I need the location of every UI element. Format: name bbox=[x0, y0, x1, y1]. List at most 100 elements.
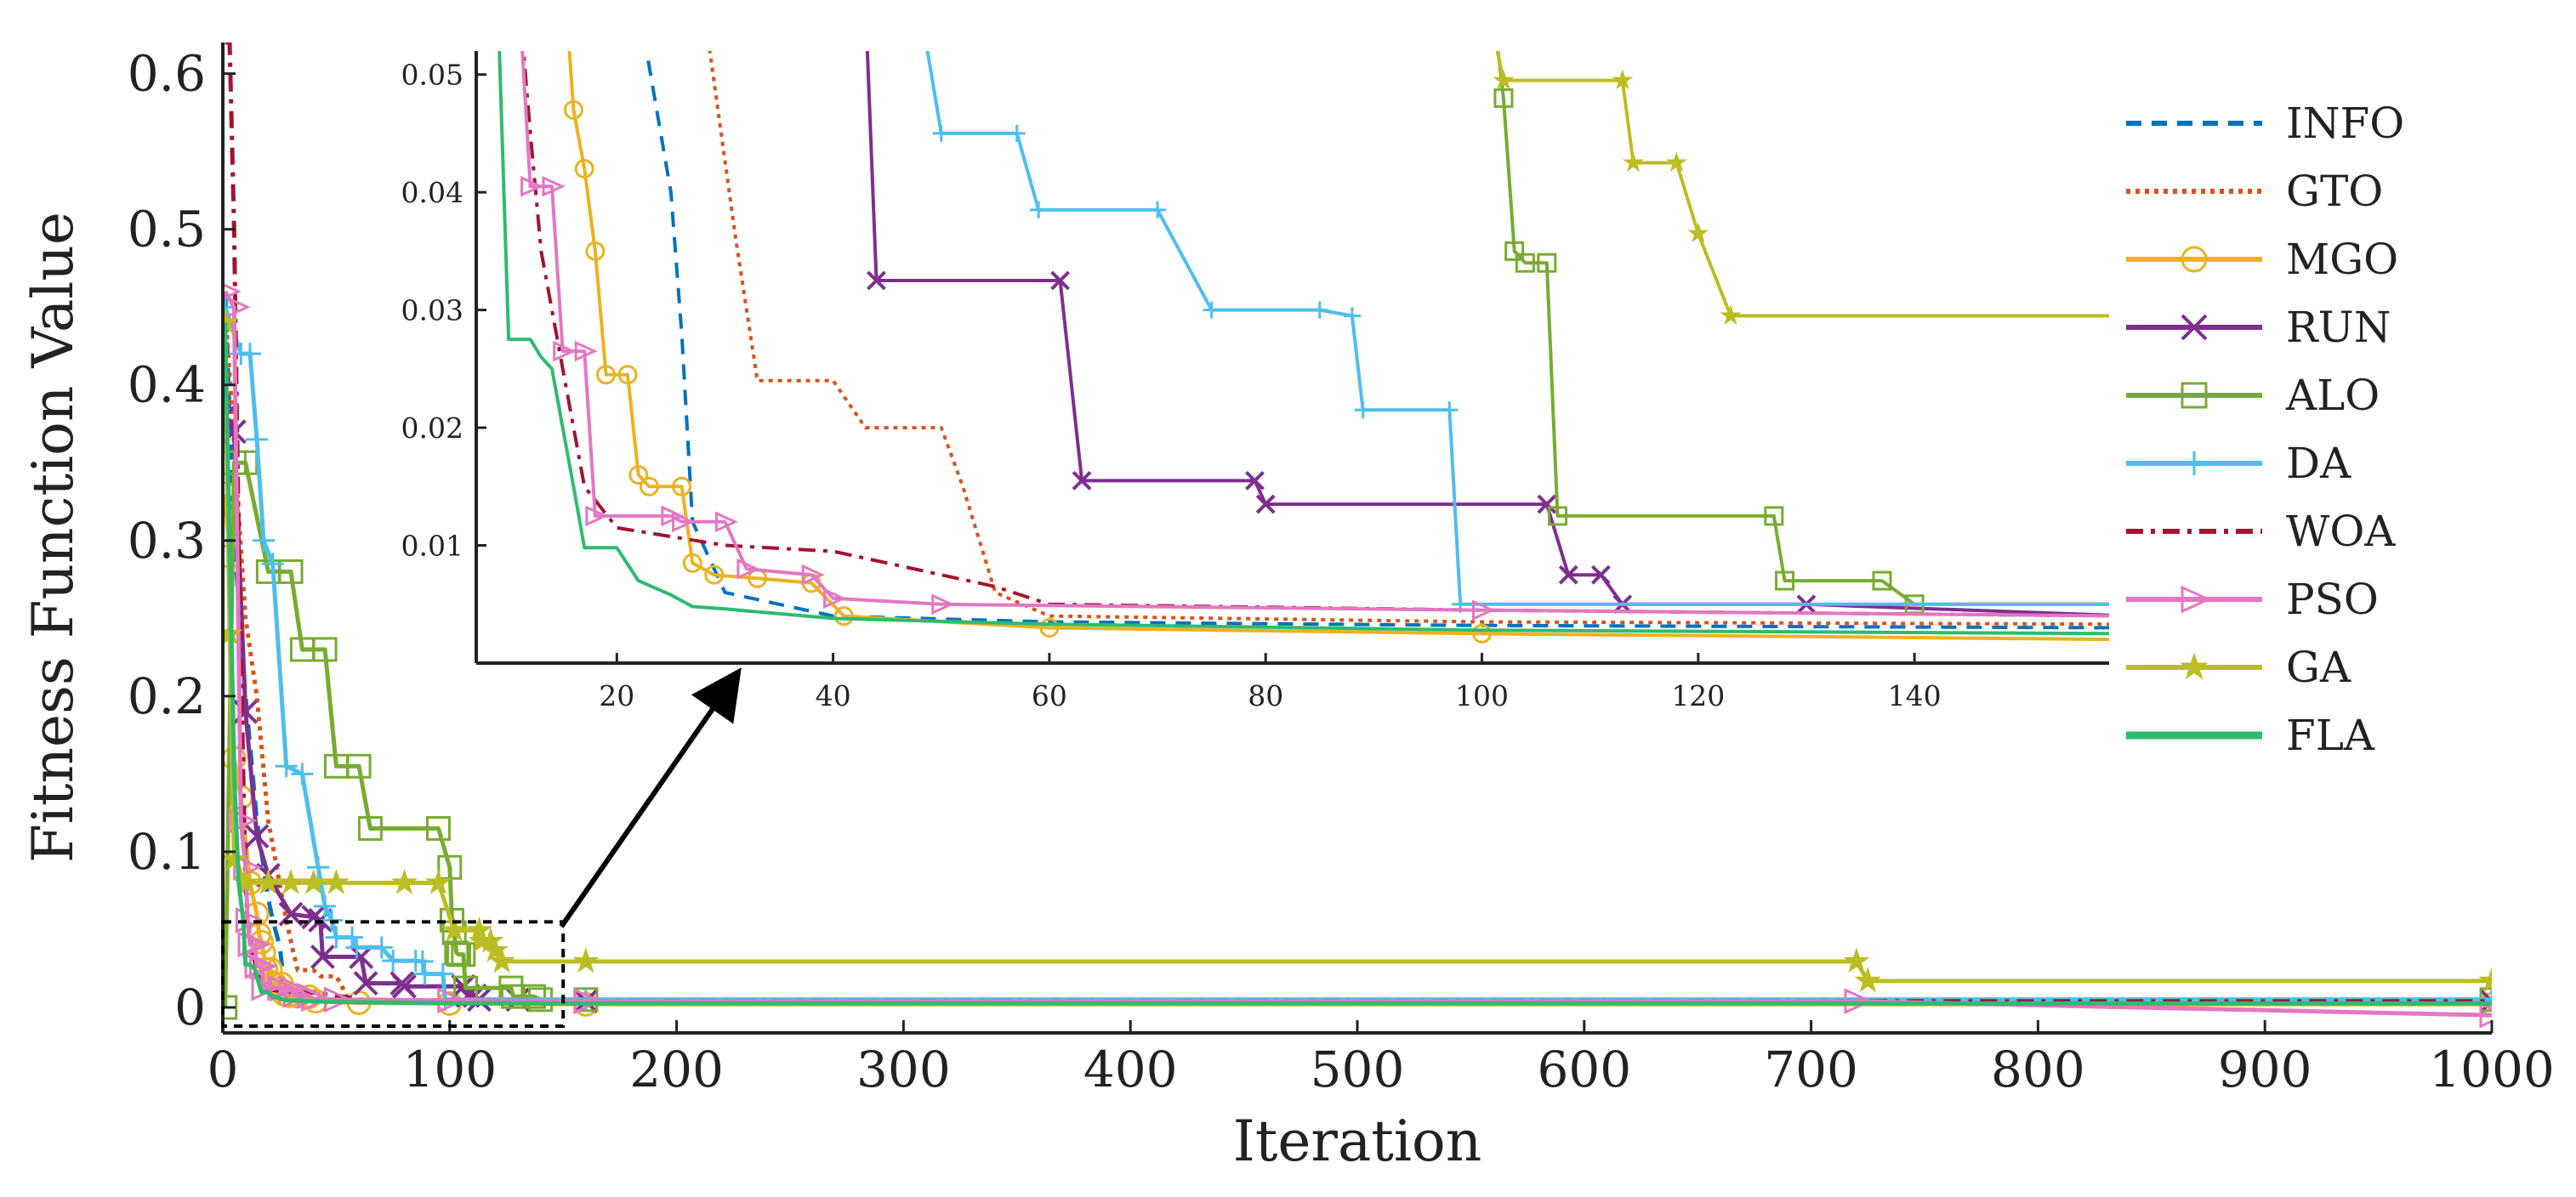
y-tick-label: 0.4 bbox=[128, 356, 206, 414]
inset-y-tick-label: 0.03 bbox=[401, 294, 463, 327]
main-marker-alo bbox=[521, 984, 547, 1009]
main-marker-ga bbox=[254, 869, 282, 894]
inset-marker-mgo bbox=[704, 564, 725, 585]
main-marker-pso bbox=[437, 987, 467, 1014]
inset-marker-mgo bbox=[596, 365, 617, 385]
inset-marker-run bbox=[1558, 564, 1578, 585]
inset-marker-da bbox=[911, 0, 928, 13]
inset-x-tick-label: 140 bbox=[1888, 679, 1942, 712]
inset-marker-pso bbox=[661, 505, 685, 527]
main-marker-da bbox=[275, 755, 298, 778]
inset-marker-pso bbox=[823, 587, 847, 610]
legend-marker bbox=[2182, 451, 2206, 475]
y-tick-label: 0.2 bbox=[128, 667, 206, 725]
inset-y-tick-label: 0.05 bbox=[401, 59, 463, 92]
main-marker-da bbox=[253, 529, 276, 552]
main-marker-ga bbox=[481, 936, 509, 962]
inset-marker-pso bbox=[672, 511, 696, 533]
inset-marker-mgo bbox=[639, 476, 659, 496]
inset-marker-pso bbox=[542, 175, 566, 197]
inset-plot: 20 40 60 80 100 120 140 0.01 0.02 0.03 0.04 0.05 bbox=[401, 0, 2109, 712]
inset-series-ga bbox=[1495, 51, 2109, 318]
main-marker-pso bbox=[1844, 988, 1874, 1015]
main-marker-ga bbox=[223, 845, 248, 871]
legend-label: GTO bbox=[2286, 167, 2383, 216]
inset-marker-mgo bbox=[1039, 617, 1060, 638]
x-tick-label: 400 bbox=[1083, 1041, 1178, 1098]
inset-marker-alo bbox=[1493, 88, 1514, 108]
inset-marker-da bbox=[1441, 401, 1459, 419]
main-marker-run bbox=[301, 905, 327, 930]
inset-marker-mgo bbox=[833, 606, 854, 627]
inset-marker-mgo bbox=[628, 464, 649, 485]
main-marker-ga bbox=[390, 869, 418, 894]
legend-label: GA bbox=[2286, 643, 2351, 692]
main-marker-da bbox=[345, 936, 368, 959]
inset-marker-pso bbox=[931, 593, 955, 616]
legend-entry-alo: ALO bbox=[2126, 371, 2380, 420]
legend-label: WOA bbox=[2286, 507, 2396, 556]
inset-series-gto bbox=[708, 51, 2109, 627]
legend-label: DA bbox=[2286, 439, 2351, 488]
legend-entry-mgo: MGO bbox=[2126, 235, 2398, 284]
main-marker-da bbox=[411, 950, 434, 973]
inset-marker-ga bbox=[1493, 69, 1515, 90]
inset-marker-pso bbox=[553, 340, 577, 362]
main-marker-alo bbox=[444, 940, 469, 966]
main-marker-ga bbox=[488, 947, 515, 973]
inset-marker-alo bbox=[1872, 570, 1892, 591]
main-marker-da bbox=[382, 950, 405, 973]
main-marker-run bbox=[244, 824, 270, 849]
inset-series-pso bbox=[520, 51, 2109, 618]
legend-entry-woa: WOA bbox=[2126, 507, 2396, 556]
inset-marker-mgo bbox=[585, 241, 606, 261]
legend-label: INFO bbox=[2286, 99, 2404, 148]
y-tick-label: 0.5 bbox=[128, 201, 206, 258]
inset-x-tick-label: 20 bbox=[599, 679, 634, 712]
inset-marker-da bbox=[1030, 201, 1048, 218]
legend-entry-da: DA bbox=[2126, 439, 2351, 488]
legend-label: MGO bbox=[2286, 235, 2398, 284]
y-tick-label: 0.6 bbox=[128, 45, 206, 103]
legend-entry-pso: PSO bbox=[2126, 575, 2379, 624]
inset-y-ticks: 0.01 0.02 0.03 0.04 0.05 bbox=[401, 59, 486, 563]
legend-label: FLA bbox=[2286, 711, 2375, 760]
inset-marker-da bbox=[1311, 301, 1328, 319]
inset-marker-pso bbox=[1472, 599, 1496, 621]
legend-entry-info: INFO bbox=[2126, 99, 2404, 148]
inset-marker-run bbox=[1245, 470, 1265, 491]
x-tick-label: 100 bbox=[402, 1041, 497, 1098]
x-tick-label: 1000 bbox=[2429, 1041, 2555, 1098]
main-marker-ga bbox=[1843, 947, 1870, 973]
x-tick-label: 300 bbox=[856, 1041, 951, 1098]
main-marker-da bbox=[314, 895, 337, 918]
inset-x-tick-label: 80 bbox=[1248, 679, 1283, 712]
legend-entry-run: RUN bbox=[2126, 303, 2391, 352]
main-marker-da bbox=[261, 553, 284, 576]
inset-marker-da bbox=[932, 124, 950, 142]
legend-marker bbox=[2180, 652, 2209, 680]
inset-x-tick-label: 40 bbox=[816, 679, 851, 712]
zoom-arrow bbox=[559, 667, 742, 928]
main-marker-alo bbox=[425, 815, 451, 841]
inset-series-group bbox=[498, 0, 2109, 644]
x-axis-label: Iteration bbox=[1233, 1109, 1481, 1174]
legend-entry-ga: GA bbox=[2126, 643, 2351, 692]
inset-marker-mgo bbox=[682, 553, 702, 573]
x-tick-label: 600 bbox=[1537, 1041, 1631, 1098]
inset-marker-pso bbox=[714, 511, 739, 533]
main-marker-ga bbox=[441, 916, 468, 942]
main-marker-run bbox=[353, 971, 378, 996]
main-marker-da bbox=[370, 936, 393, 959]
inset-marker-da bbox=[1149, 201, 1167, 218]
main-marker-alo bbox=[501, 984, 526, 1009]
main-marker-pso bbox=[269, 975, 299, 1002]
inset-marker-pso bbox=[520, 175, 544, 197]
main-marker-run bbox=[310, 945, 335, 969]
inset-marker-ga bbox=[1720, 304, 1742, 326]
main-marker-da bbox=[291, 763, 314, 786]
inset-series-info bbox=[645, 51, 2109, 630]
inset-marker-da bbox=[1008, 124, 1026, 142]
y-ticks: 0 0.1 0.2 0.3 0.4 0.5 0.6 bbox=[128, 45, 236, 1036]
